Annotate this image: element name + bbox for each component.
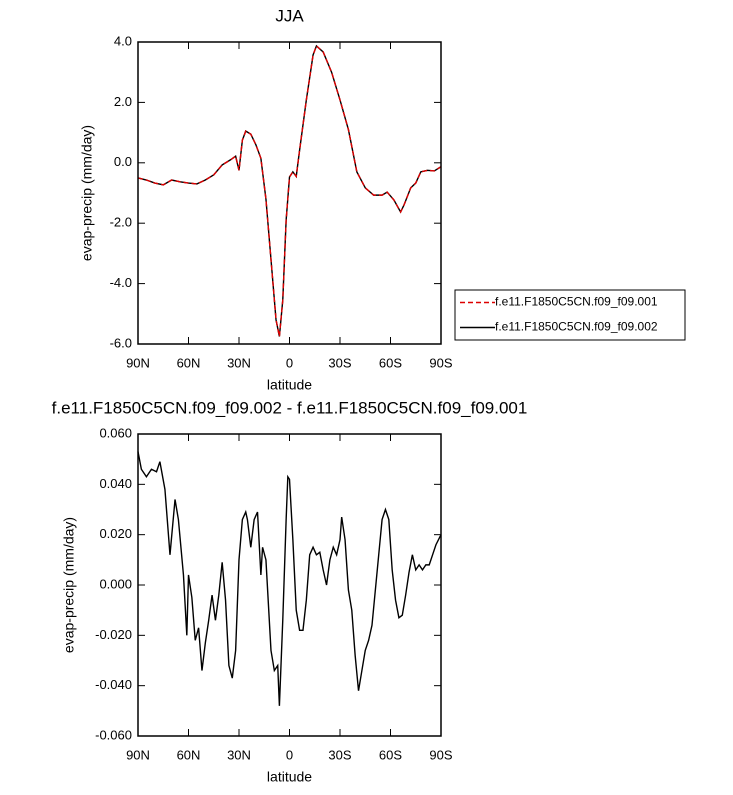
x-tick-label: 30S <box>328 747 351 762</box>
legend-label: f.e11.F1850C5CN.f09_f09.002 <box>495 320 658 334</box>
y-tick-label: -0.060 <box>95 727 132 742</box>
x-tick-label: 0 <box>286 747 293 762</box>
y-tick-label: 0.0 <box>114 154 132 169</box>
chart-title: JJA <box>275 6 304 25</box>
x-axis-label: latitude <box>267 769 312 785</box>
x-tick-label: 30S <box>328 355 351 370</box>
x-tick-label: 60S <box>379 355 402 370</box>
y-tick-label: 0.040 <box>99 476 132 491</box>
y-tick-label: 4.0 <box>114 33 132 48</box>
x-tick-label: 60N <box>177 747 201 762</box>
chart-title: f.e11.F1850C5CN.f09_f09.002 - f.e11.F185… <box>52 398 528 417</box>
legend-label: f.e11.F1850C5CN.f09_f09.001 <box>495 295 658 309</box>
y-tick-label: 0.000 <box>99 576 132 591</box>
x-tick-label: 30N <box>227 747 251 762</box>
x-tick-label: 90N <box>126 355 150 370</box>
y-tick-label: -0.040 <box>95 677 132 692</box>
plot-frame <box>137 41 442 345</box>
legend-box <box>454 289 686 341</box>
x-tick-label: 0 <box>286 355 293 370</box>
y-tick-label: -0.020 <box>95 627 132 642</box>
x-axis-label: latitude <box>267 377 312 393</box>
x-tick-label: 90N <box>126 747 150 762</box>
y-tick-label: 0.060 <box>99 425 132 440</box>
x-tick-label: 90S <box>429 355 452 370</box>
x-tick-label: 90S <box>429 747 452 762</box>
y-tick-label: -6.0 <box>110 335 132 350</box>
y-tick-label: -2.0 <box>110 215 132 230</box>
data-line <box>137 44 442 337</box>
data-line <box>137 451 442 706</box>
x-tick-label: 60N <box>177 355 201 370</box>
y-tick-label: -4.0 <box>110 275 132 290</box>
plot-frame <box>137 433 442 737</box>
y-axis-label: evap-precip (mm/day) <box>61 517 77 653</box>
x-tick-label: 30N <box>227 355 251 370</box>
y-axis-label: evap-precip (mm/day) <box>79 125 95 261</box>
x-tick-label: 60S <box>379 747 402 762</box>
y-tick-label: 2.0 <box>114 94 132 109</box>
data-line <box>137 44 442 337</box>
y-tick-label: 0.020 <box>99 526 132 541</box>
